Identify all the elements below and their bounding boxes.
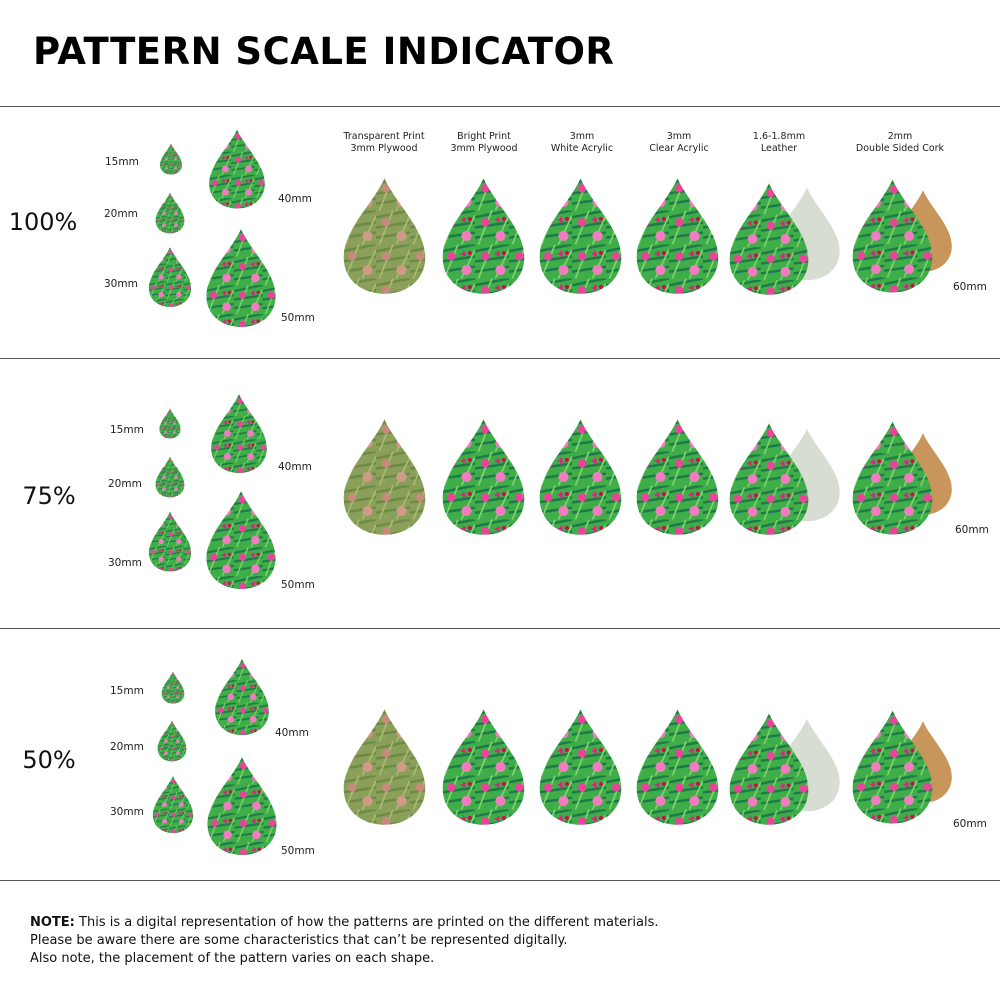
drop-30mm-sample [148,246,192,308]
page-title: PATTERN SCALE INDICATOR [33,30,615,73]
drop-20mm-sample [157,720,187,762]
size-label-15mm: 15mm [110,685,144,697]
drop-bright-plywood [441,703,526,831]
scale-label-75: 75% [22,482,76,510]
drop-40mm-sample [208,128,266,210]
drop-40mm-sample [210,392,268,475]
size-label-40mm: 40mm [275,727,309,739]
size-label-60mm: 60mm [955,524,989,536]
divider-bottom [0,880,1000,881]
size-label-20mm: 20mm [108,478,142,490]
drop-bright-plywood [441,172,526,300]
note-line-1: This is a digital representation of how … [74,915,659,930]
material-header-white-acrylic: 3mm White Acrylic [550,131,614,154]
size-label-50mm: 50mm [281,579,315,591]
drop-30mm-sample [148,510,192,573]
drop-transparent-plywood [342,172,427,300]
size-label-15mm: 15mm [105,156,139,168]
size-label-60mm: 60mm [953,818,987,830]
divider-1 [0,358,1000,359]
drop-50mm-sample [205,488,277,592]
drop-leather [728,708,810,830]
drop-20mm-sample [155,456,185,498]
drop-15mm-sample [161,671,185,704]
drop-50mm-sample [205,226,277,330]
scale-label-100: 100% [8,208,78,236]
drop-transparent-plywood [342,703,427,831]
size-label-30mm: 30mm [104,278,138,290]
size-label-50mm: 50mm [281,845,315,857]
drop-clear-acrylic [635,703,720,831]
drop-bright-plywood [441,413,526,541]
size-label-40mm: 40mm [278,193,312,205]
drop-white-acrylic [538,172,623,300]
divider-2 [0,628,1000,629]
material-header-leather: 1.6-1.8mm Leather [752,131,806,154]
size-label-60mm: 60mm [953,281,987,293]
size-label-30mm: 30mm [108,557,142,569]
drop-white-acrylic [538,413,623,541]
drop-15mm-sample [159,408,181,439]
drop-cork [851,706,934,828]
drop-20mm-sample [155,192,185,234]
divider-top [0,106,1000,107]
scale-label-50: 50% [22,746,76,774]
material-header-cork: 2mm Double Sided Cork [855,131,945,154]
drop-50mm-sample [206,754,278,858]
drop-leather [728,178,810,300]
drop-leather [728,418,810,540]
note-label: NOTE: [30,915,75,930]
size-label-20mm: 20mm [104,208,138,220]
note-line-3: Also note, the placement of the pattern … [30,951,435,966]
material-header-transparent-plywood: Transparent Print 3mm Plywood [343,131,425,154]
size-label-30mm: 30mm [110,806,144,818]
size-label-20mm: 20mm [110,741,144,753]
drop-15mm-sample [159,143,183,175]
material-header-clear-acrylic: 3mm Clear Acrylic [649,131,709,154]
material-header-bright-plywood: Bright Print 3mm Plywood [450,131,518,154]
drop-cork [851,416,934,540]
size-label-40mm: 40mm [278,461,312,473]
note-line-2: Please be aware there are some character… [30,933,568,948]
drop-40mm-sample [214,656,270,738]
footnote: NOTE: This is a digital representation o… [30,914,659,968]
drop-cork [851,176,934,296]
drop-clear-acrylic [635,413,720,541]
drop-transparent-plywood [342,413,427,541]
drop-30mm-sample [152,774,194,835]
size-label-50mm: 50mm [281,312,315,324]
drop-white-acrylic [538,703,623,831]
drop-clear-acrylic [635,172,720,300]
size-label-15mm: 15mm [110,424,144,436]
